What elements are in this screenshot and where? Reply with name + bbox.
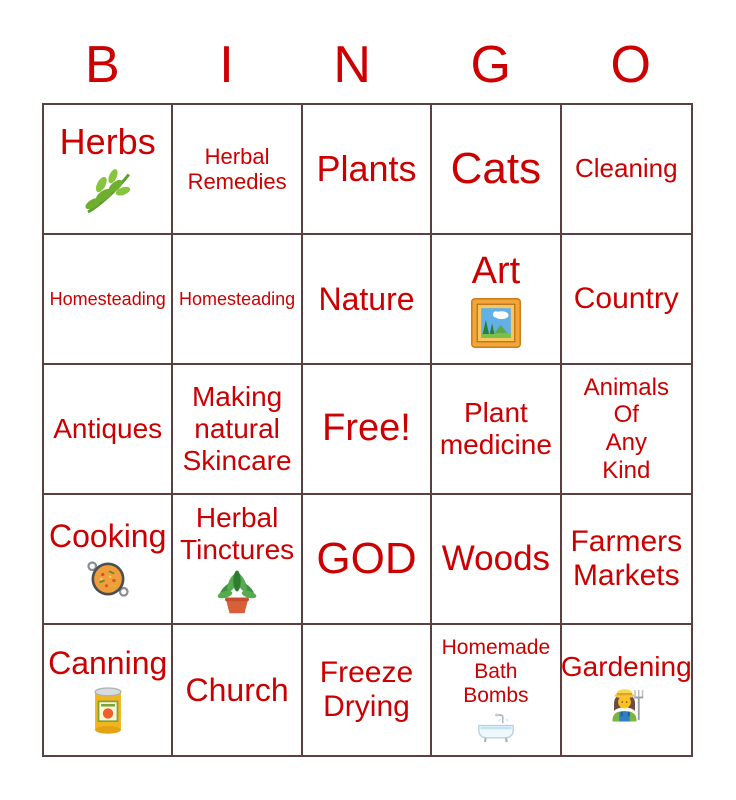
cell-label: Plant medicine <box>439 396 552 460</box>
bingo-cell-herbal-remedies[interactable]: Herbal Remedies <box>173 105 303 235</box>
bingo-cell-gardening[interactable]: Gardening <box>562 625 691 755</box>
title-letter-o: O <box>610 36 651 94</box>
title-letter-i: I <box>219 36 234 94</box>
bingo-title: B I N G O <box>85 34 651 96</box>
bingo-cell-art[interactable]: Art <box>432 235 562 365</box>
cell-label: Homesteading <box>49 288 166 309</box>
bingo-cell-homesteading-2[interactable]: Homesteading <box>173 235 303 365</box>
title-letter-g: G <box>470 36 511 94</box>
cell-label: Free! <box>322 407 411 450</box>
bingo-cell-antiques[interactable]: Antiques <box>44 365 174 495</box>
cell-label: Homemade Bath Bombs <box>441 635 551 708</box>
bingo-cell-farmers-markets[interactable]: Farmers Markets <box>561 495 691 625</box>
cell-label: Cooking <box>48 517 167 554</box>
cell-label: Canning <box>48 644 168 681</box>
paella-pan-icon <box>87 561 129 598</box>
cell-label: Woods <box>441 538 551 578</box>
cell-label: Herbal Tinctures <box>180 501 295 565</box>
cell-label: Gardening <box>561 650 691 682</box>
cell-label: Nature <box>318 280 415 317</box>
bingo-cell-herbal-tinctures[interactable]: Herbal Tinctures <box>173 495 303 625</box>
bingo-cell-god[interactable]: GOD <box>302 495 433 625</box>
title-letter-b: B <box>85 36 120 94</box>
bingo-cell-homemade-bath-bombs[interactable]: Homemade Bath Bombs <box>432 625 562 755</box>
cell-label: Church <box>185 671 289 708</box>
bingo-cell-cats[interactable]: Cats <box>432 105 562 235</box>
bingo-cell-woods[interactable]: Woods <box>432 495 562 625</box>
canned-food-icon <box>94 687 122 735</box>
potted-plant-icon <box>217 570 257 614</box>
bingo-cell-cleaning[interactable]: Cleaning <box>561 105 691 235</box>
cell-label: Making natural Skincare <box>182 380 292 477</box>
bingo-cell-free[interactable]: Free! <box>302 365 433 495</box>
bathtub-icon <box>478 713 514 743</box>
bingo-grid: Herbs Herbal Remedies Plants Cats Cleani… <box>42 103 693 757</box>
bingo-cell-country[interactable]: Country <box>561 235 691 365</box>
bingo-cell-animals-of-any-kind[interactable]: Animals Of Any Kind <box>561 365 691 495</box>
cell-label: Cleaning <box>574 153 678 184</box>
cell-label: Cats <box>450 143 542 193</box>
cell-label: Farmers Markets <box>570 524 683 593</box>
woman-farmer-icon <box>612 689 644 722</box>
cell-label: Antiques <box>53 412 163 444</box>
bingo-cell-church[interactable]: Church <box>173 625 303 755</box>
bingo-cell-plants[interactable]: Plants <box>302 105 433 235</box>
bingo-cell-cooking[interactable]: Cooking <box>44 495 174 625</box>
cell-label: Art <box>471 250 521 293</box>
bingo-cell-plant-medicine[interactable]: Plant medicine <box>432 365 562 495</box>
cell-label: Plants <box>316 148 417 190</box>
cell-label: Country <box>573 281 679 315</box>
cell-label: Herbs <box>59 121 156 163</box>
title-letter-n: N <box>333 36 371 94</box>
bingo-cell-herbs[interactable]: Herbs <box>44 105 174 235</box>
cell-label: Herbal Remedies <box>187 143 287 194</box>
cell-label: Animals Of Any Kind <box>583 373 669 484</box>
bingo-cell-nature[interactable]: Nature <box>302 235 433 365</box>
framed-picture-icon <box>470 297 521 348</box>
cell-label: Homesteading <box>179 288 296 309</box>
cell-label: GOD <box>316 533 417 583</box>
bingo-cell-canning[interactable]: Canning <box>44 625 174 755</box>
bingo-cell-freeze-drying[interactable]: Freeze Drying <box>303 625 433 755</box>
herb-icon <box>85 168 130 213</box>
bingo-cell-homesteading-1[interactable]: Homesteading <box>44 235 174 365</box>
bingo-cell-making-natural-skincare[interactable]: Making natural Skincare <box>173 365 303 495</box>
cell-label: Freeze Drying <box>319 655 414 724</box>
